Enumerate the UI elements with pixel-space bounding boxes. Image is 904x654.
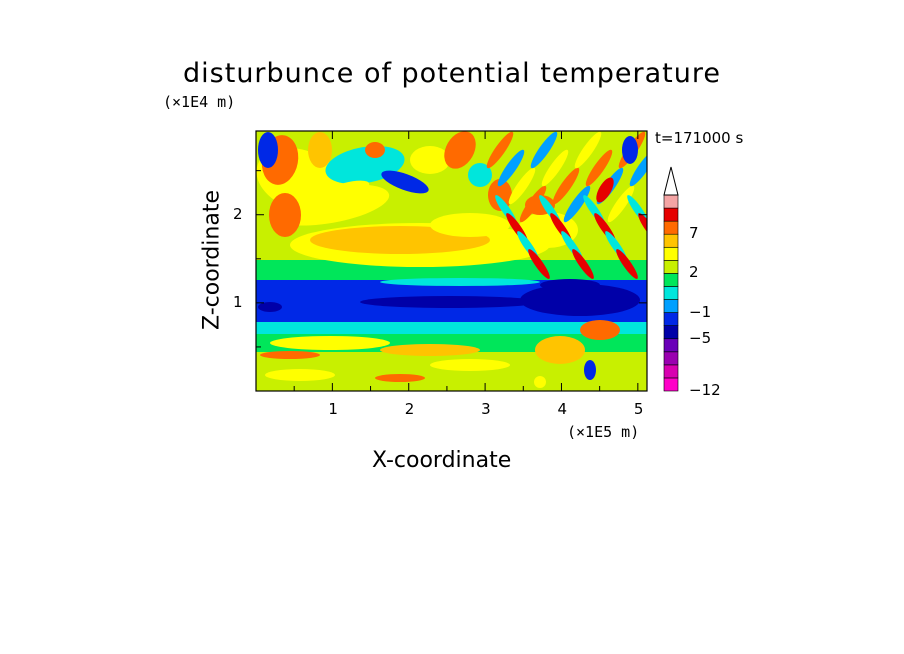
contour-cell [444, 131, 476, 169]
x-axis-label: X-coordinate [372, 448, 512, 473]
colorbar-segment [663, 377, 679, 392]
contour-cell [574, 131, 602, 169]
temperature-field [256, 131, 647, 391]
colorbar-segment [663, 286, 679, 300]
colorbar-segment [663, 233, 679, 248]
contour-cell [269, 193, 301, 237]
contour-cell [528, 249, 550, 279]
colorbar-segment [663, 260, 679, 274]
colorbar [663, 166, 679, 392]
contour-cell [535, 336, 585, 364]
contour-cell [497, 149, 525, 187]
plot-frame [255, 130, 648, 392]
colorbar-label: −1 [689, 302, 712, 321]
colorbar-segment [663, 220, 679, 235]
contour-cell [375, 374, 425, 382]
x-tick-label: 1 [328, 400, 338, 418]
contour-cell [486, 131, 514, 169]
contour-cell [270, 336, 390, 350]
colorbar-extend-arrow [663, 166, 679, 196]
contour-cell [584, 360, 596, 380]
contour-cell [430, 359, 510, 371]
contour-cell [638, 213, 647, 243]
contour-cell [430, 213, 510, 237]
colorbar-segment [663, 312, 679, 326]
contour-cell [629, 149, 647, 187]
contour-band [256, 322, 647, 334]
contour-cell [488, 179, 512, 211]
contour-cell [530, 131, 558, 169]
colorbar-label: −12 [689, 381, 721, 399]
contour-cell [534, 376, 546, 388]
y-tick-label: 2 [233, 204, 243, 223]
x-tick-label: 3 [481, 400, 491, 418]
contour-cell [585, 149, 613, 187]
x-tick-label: 5 [633, 400, 644, 418]
colorbar-segment [663, 273, 679, 287]
contour-cell [308, 132, 332, 168]
contour-cell [540, 279, 600, 291]
colorbar-segment [663, 194, 679, 209]
contour-cell [616, 249, 638, 279]
time-label: t=171000 s [655, 129, 744, 147]
contour-cell [320, 180, 370, 200]
contour-cell [563, 185, 591, 223]
contour-cell [596, 177, 614, 203]
contour-cell [508, 167, 536, 205]
contour-cell [380, 344, 480, 356]
x-tick-label: 4 [557, 400, 568, 418]
contour-cell [552, 167, 580, 205]
contour-cell [380, 278, 540, 286]
colorbar-segment [663, 207, 679, 222]
x-tick-label: 2 [404, 400, 415, 418]
contour-cell [381, 170, 429, 194]
contour-cell [260, 351, 320, 359]
x-axis-unit: (×1E5 m) [567, 423, 640, 441]
contour-cell [520, 284, 640, 316]
colorbar-label: 7 [689, 224, 699, 243]
colorbar-segment [663, 338, 679, 353]
colorbar-label: −5 [689, 328, 712, 347]
colorbar-segment [663, 364, 679, 379]
contour-cell [518, 212, 578, 248]
colorbar-label: 2 [689, 263, 699, 282]
contour-cell [258, 132, 278, 168]
y-axis-unit: (×1E4 m) [163, 93, 236, 111]
contour-cell [572, 249, 594, 279]
chart-title: disturbunce of potential temperature [183, 58, 721, 89]
contour-cell [541, 149, 569, 187]
contour-cell [580, 320, 620, 340]
colorbar-segment [663, 299, 679, 313]
y-tick-label: 1 [233, 292, 243, 311]
contour-cell [265, 369, 335, 381]
colorbar-segment [663, 351, 679, 366]
axes [256, 131, 647, 391]
contour-cell [360, 296, 540, 308]
contour-cell [365, 142, 385, 158]
contour-cell [258, 302, 282, 312]
contour-cell [519, 185, 547, 223]
contour-cell [410, 146, 450, 174]
colorbar-segment [663, 325, 679, 340]
contour-cell [622, 136, 638, 164]
contour-cell [468, 163, 492, 187]
contour-cell [607, 185, 635, 223]
colorbar-segment [663, 246, 679, 261]
